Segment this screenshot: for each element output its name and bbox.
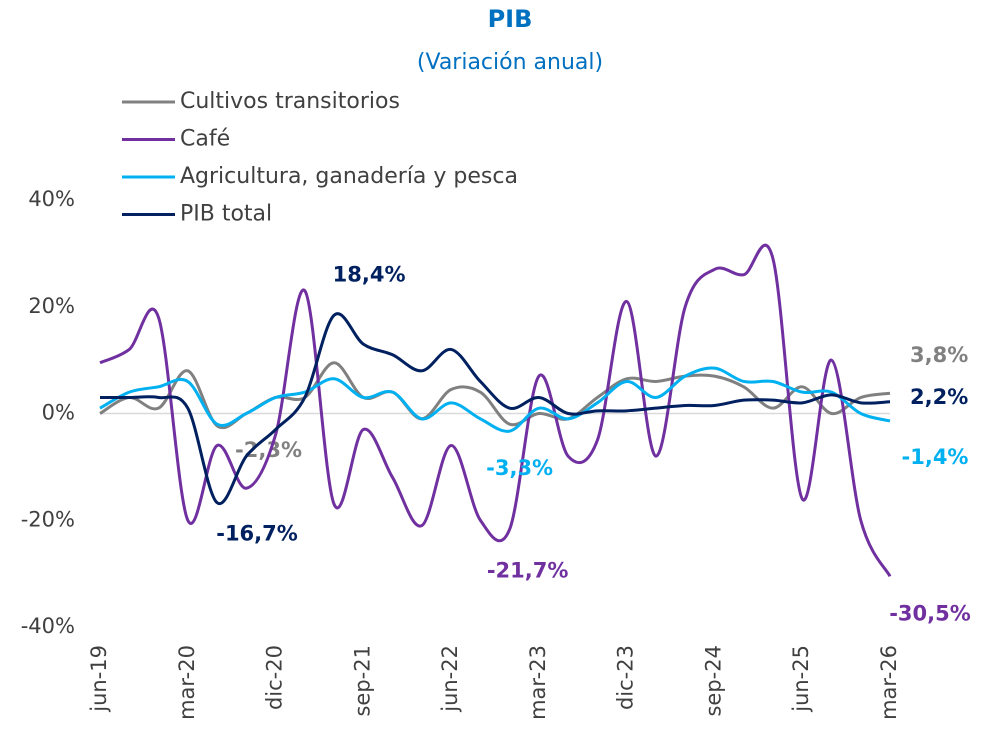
- x-tick-label: jun-22: [438, 645, 462, 713]
- series-line: [100, 312, 891, 506]
- x-tick-label: mar-20: [175, 645, 199, 720]
- legend-label: Cultivos transitorios: [180, 89, 400, 114]
- y-tick-label: 40%: [28, 187, 75, 211]
- y-tick-label: -40%: [21, 614, 75, 638]
- x-tick-label: sep-24: [701, 645, 725, 717]
- series-line: [99, 243, 892, 578]
- y-tick-label: -20%: [21, 507, 75, 531]
- y-tick-label: 20%: [28, 294, 75, 318]
- x-tick-label: dic-23: [614, 645, 638, 710]
- series-line: [99, 366, 891, 433]
- data-label: -1,4%: [902, 445, 969, 469]
- y-tick-label: 0%: [42, 401, 75, 425]
- x-tick-label: mar-23: [526, 645, 550, 720]
- legend-label: PIB total: [180, 202, 272, 227]
- data-label: 2,2%: [910, 385, 968, 409]
- x-tick-label: sep-21: [350, 645, 374, 717]
- chart-subtitle: (Variación anual): [417, 50, 603, 75]
- x-tick-label: jun-19: [87, 645, 111, 713]
- data-label: -21,7%: [487, 558, 569, 582]
- legend-label: Café: [180, 127, 230, 152]
- x-tick-label: mar-26: [877, 645, 901, 720]
- legend-label: Agricultura, ganadería y pesca: [180, 164, 518, 189]
- x-tick-label: dic-20: [263, 645, 287, 710]
- data-label: -3,3%: [486, 456, 553, 480]
- data-label: -30,5%: [889, 601, 971, 625]
- x-tick-label: jun-25: [789, 645, 813, 713]
- data-label: 3,8%: [910, 343, 968, 367]
- data-label: -16,7%: [216, 522, 298, 546]
- data-label: 18,4%: [333, 262, 406, 286]
- chart-title: PIB: [488, 5, 533, 33]
